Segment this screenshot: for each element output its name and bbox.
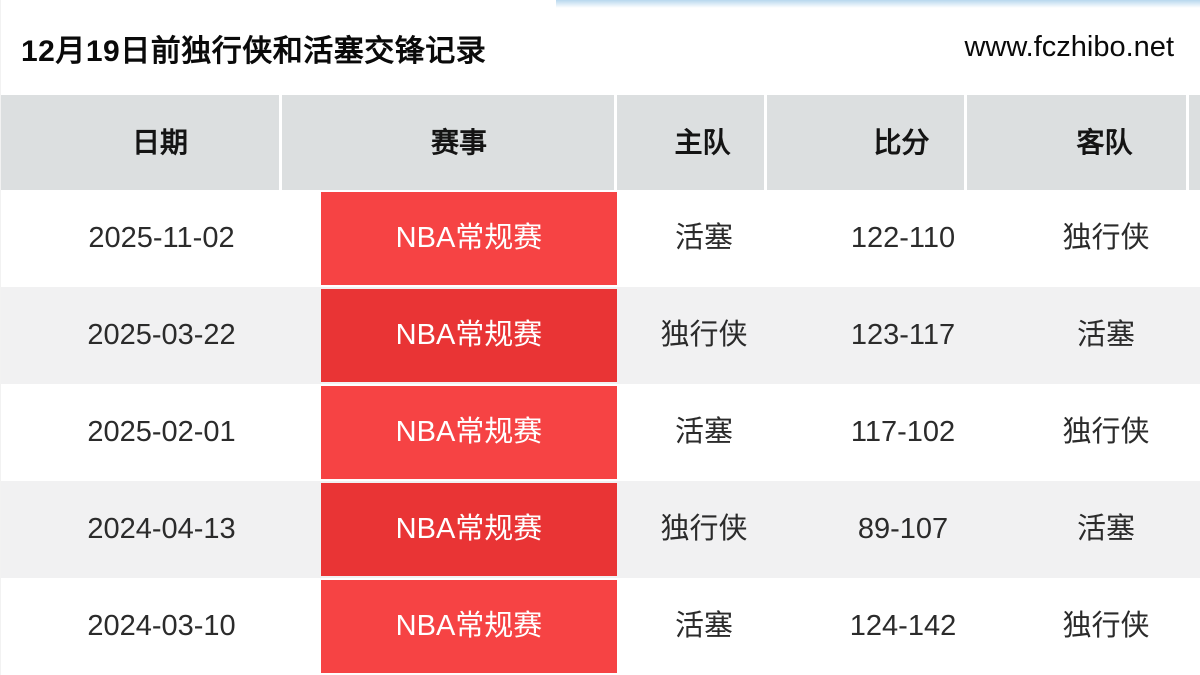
table-row: 2025-02-01 NBA常规赛 活塞 117-102 独行侠 xyxy=(1,384,1200,481)
cell-date: 2024-03-10 xyxy=(87,610,236,642)
h2h-record-table: 日期 赛事 主队 比分 客队 2025-11-02 NBA常规赛 活塞 122-… xyxy=(1,95,1200,675)
cell-edge-fragment xyxy=(1189,481,1200,578)
table-row: 2025-03-22 NBA常规赛 独行侠 123-117 活塞 xyxy=(1,287,1200,384)
cell-score: 123-117 xyxy=(850,319,956,351)
cell-edge-fragment xyxy=(1189,578,1200,675)
cell-away-team: 活塞 xyxy=(1076,319,1135,351)
site-url[interactable]: www.fczhibo.net xyxy=(964,31,1174,63)
cell-event: NBA常规赛 xyxy=(282,481,617,578)
page-title: 12月19日前独行侠和活塞交锋记录 xyxy=(21,34,487,68)
cell-score: 89-107 xyxy=(857,513,949,545)
col-header-date: 日期 xyxy=(1,95,282,190)
cell-event: NBA常规赛 xyxy=(282,384,617,481)
event-badge: NBA常规赛 xyxy=(321,483,617,576)
cell-edge-fragment xyxy=(1189,287,1200,384)
cell-date: 2024-04-13 xyxy=(87,513,236,545)
title-bar: 12月19日前独行侠和活塞交锋记录 www.fczhibo.net xyxy=(1,0,1200,95)
col-header-away: 客队 xyxy=(967,95,1189,190)
cell-home-team: 活塞 xyxy=(674,610,733,642)
cell-event: NBA常规赛 xyxy=(282,578,617,675)
cell-home-team: 活塞 xyxy=(674,416,733,448)
cell-away-team: 独行侠 xyxy=(1062,610,1150,642)
table-header-row: 日期 赛事 主队 比分 客队 xyxy=(1,95,1200,190)
cell-away-team: 活塞 xyxy=(1076,513,1135,545)
cell-score: 122-110 xyxy=(850,222,956,254)
cell-home-team: 独行侠 xyxy=(660,513,748,545)
cell-event: NBA常规赛 xyxy=(282,287,617,384)
cell-date: 2025-11-02 xyxy=(88,222,235,254)
cell-home-team: 活塞 xyxy=(674,222,733,254)
event-badge: NBA常规赛 xyxy=(321,192,617,285)
cell-home-team: 独行侠 xyxy=(660,319,748,351)
event-badge: NBA常规赛 xyxy=(321,386,617,479)
cell-away-team: 独行侠 xyxy=(1062,222,1150,254)
event-badge: NBA常规赛 xyxy=(321,289,617,382)
cell-away-team: 独行侠 xyxy=(1062,416,1150,448)
cell-score: 117-102 xyxy=(850,416,956,448)
cell-date: 2025-03-22 xyxy=(87,319,236,351)
cell-edge-fragment xyxy=(1189,384,1200,481)
cell-score: 124-142 xyxy=(849,610,957,642)
table-row: 2024-03-10 NBA常规赛 活塞 124-142 独行侠 xyxy=(1,578,1200,675)
event-badge: NBA常规赛 xyxy=(321,580,617,673)
cell-edge-fragment xyxy=(1189,190,1200,287)
col-header-score: 比分 xyxy=(767,95,967,190)
table-row: 2024-04-13 NBA常规赛 独行侠 89-107 活塞 xyxy=(1,481,1200,578)
col-header-edge-fragment xyxy=(1189,95,1200,190)
cell-event: NBA常规赛 xyxy=(282,190,617,287)
col-header-home: 主队 xyxy=(617,95,767,190)
table-row: 2025-11-02 NBA常规赛 活塞 122-110 独行侠 xyxy=(1,190,1200,287)
col-header-event: 赛事 xyxy=(282,95,617,190)
cell-date: 2025-02-01 xyxy=(87,416,236,448)
